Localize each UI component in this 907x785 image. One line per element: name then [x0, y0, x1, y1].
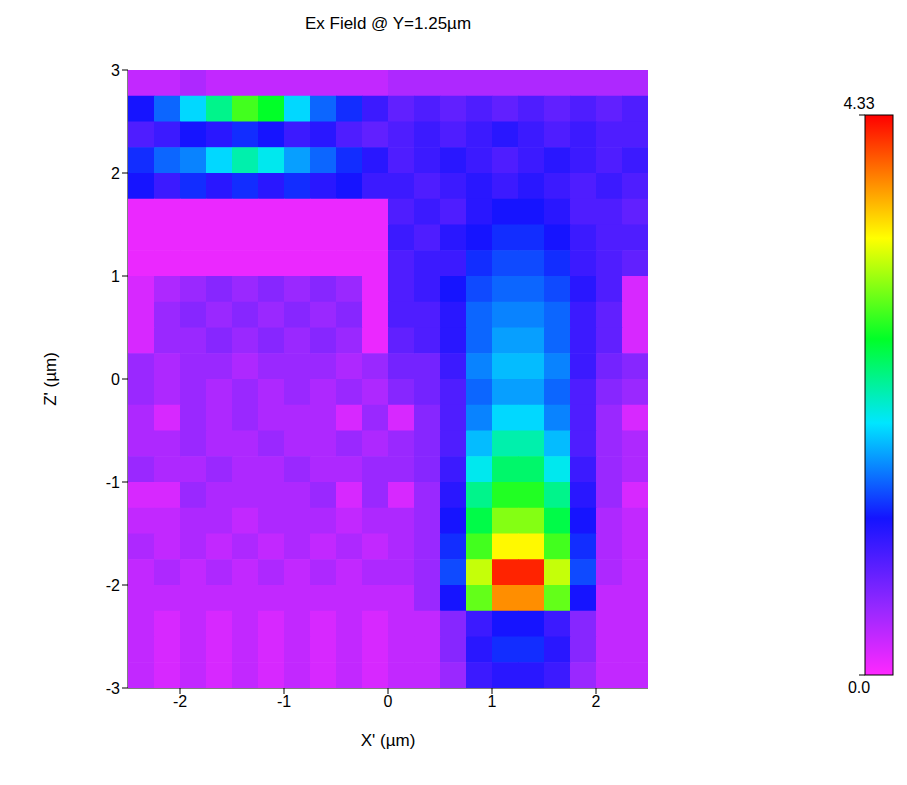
svg-text:3: 3 [111, 62, 120, 79]
svg-text:-3: -3 [106, 680, 120, 697]
svg-text:0.0: 0.0 [848, 679, 870, 696]
svg-text:-1: -1 [277, 693, 291, 710]
svg-text:-2: -2 [106, 577, 120, 594]
svg-text:2: 2 [592, 693, 601, 710]
svg-text:-2: -2 [173, 693, 187, 710]
svg-text:4.33: 4.33 [843, 95, 874, 112]
svg-text:1: 1 [488, 693, 497, 710]
svg-text:X' (µm): X' (µm) [361, 731, 416, 750]
svg-text:Z' (µm): Z' (µm) [41, 352, 60, 406]
svg-text:0: 0 [111, 371, 120, 388]
svg-text:2: 2 [111, 165, 120, 182]
svg-text:1: 1 [111, 268, 120, 285]
html-text:Ex Field @ Y=1.25µm: Ex Field @ Y=1.25µm [304, 14, 472, 33]
svg-text:-1: -1 [106, 474, 120, 491]
svg-text:0: 0 [384, 693, 393, 710]
